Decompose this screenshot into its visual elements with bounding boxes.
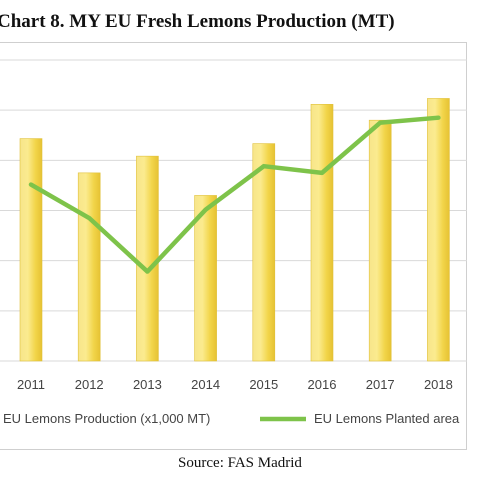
x-tick-label: 2016 [308, 377, 337, 392]
production-bar-2014 [194, 195, 217, 362]
production-bar-2017 [368, 119, 392, 362]
production-bar-2011 [19, 138, 43, 362]
chart-panel [0, 42, 467, 450]
production-bar-2012 [77, 172, 101, 362]
x-tick-label: 2018 [424, 377, 453, 392]
chart-plot: 2011 2012 2013 2014 2015 2016 2017 2018 EU Lemo… [0, 59, 467, 426]
x-tick-label: 2011 [17, 377, 45, 392]
x-tick-label: 2017 [366, 377, 395, 392]
legend-label-production: EU Lemons Production (x1,000 MT) [3, 411, 210, 426]
chart-title: Chart 8. MY EU Fresh Lemons Production (… [0, 11, 395, 32]
production-bar-2016 [310, 104, 334, 362]
x-tick-label: 2015 [249, 377, 278, 392]
x-tick-label: 2014 [191, 377, 220, 392]
x-tick-label: 2012 [75, 377, 104, 392]
production-bar-2018 [427, 98, 450, 362]
production-bar-2013 [136, 155, 159, 362]
x-tick-label: 2013 [133, 377, 162, 392]
source-note: Source: FAS Madrid [178, 455, 302, 471]
legend-label-planted-area: EU Lemons Planted area [314, 411, 460, 426]
planted-area-line [28, 115, 441, 274]
production-bar-2015 [252, 143, 276, 362]
